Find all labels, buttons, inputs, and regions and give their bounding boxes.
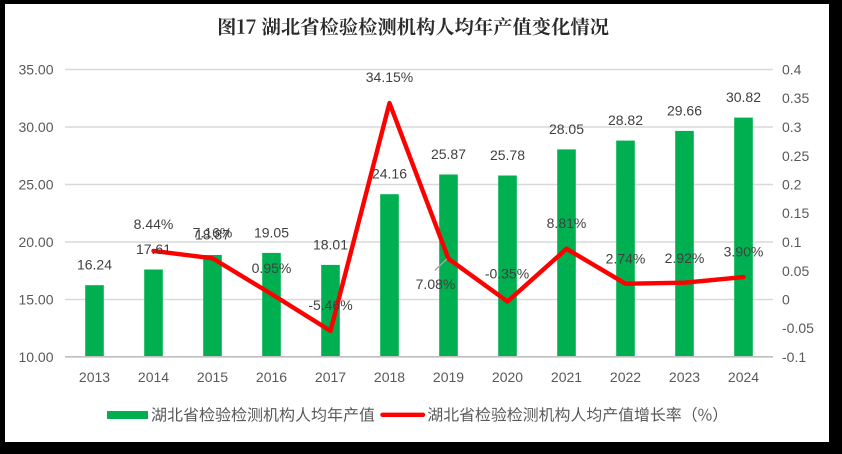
svg-text:30.00: 30.00 (18, 119, 53, 135)
svg-text:-0.35%: -0.35% (485, 266, 529, 282)
svg-text:15.00: 15.00 (18, 292, 53, 308)
svg-text:25.78: 25.78 (490, 147, 525, 163)
svg-text:2019: 2019 (433, 369, 464, 385)
svg-text:29.66: 29.66 (667, 102, 702, 118)
svg-text:28.05: 28.05 (549, 121, 584, 137)
svg-text:2015: 2015 (197, 369, 228, 385)
svg-text:0.1: 0.1 (782, 234, 802, 250)
svg-text:2016: 2016 (256, 369, 287, 385)
svg-text:0.95%: 0.95% (252, 260, 292, 276)
svg-text:10.00: 10.00 (18, 349, 53, 365)
svg-text:2020: 2020 (492, 369, 523, 385)
svg-text:16.24: 16.24 (77, 257, 112, 273)
svg-text:2.74%: 2.74% (606, 250, 646, 266)
svg-text:0.05: 0.05 (782, 263, 809, 279)
svg-text:3.90%: 3.90% (724, 244, 764, 260)
svg-text:25.87: 25.87 (431, 146, 466, 162)
svg-text:0.3: 0.3 (782, 119, 802, 135)
svg-text:19.05: 19.05 (254, 224, 289, 240)
svg-text:0.25: 0.25 (782, 148, 809, 164)
svg-text:17.61: 17.61 (136, 241, 171, 257)
svg-text:25.00: 25.00 (18, 177, 53, 193)
svg-text:0.35: 0.35 (782, 90, 809, 106)
svg-text:7.16%: 7.16% (193, 224, 233, 240)
svg-text:0.2: 0.2 (782, 177, 802, 193)
svg-text:0.4: 0.4 (782, 62, 802, 78)
svg-text:2022: 2022 (610, 369, 641, 385)
svg-text:20.00: 20.00 (18, 234, 53, 250)
svg-text:34.15%: 34.15% (366, 69, 413, 85)
svg-text:2018: 2018 (374, 369, 405, 385)
svg-text:8.81%: 8.81% (547, 215, 587, 231)
svg-text:2021: 2021 (551, 369, 582, 385)
svg-text:8.44%: 8.44% (134, 216, 174, 232)
svg-text:30.82: 30.82 (726, 89, 761, 105)
svg-text:2017: 2017 (315, 369, 346, 385)
svg-text:0: 0 (782, 292, 790, 308)
svg-text:2014: 2014 (138, 369, 169, 385)
svg-text:18.01: 18.01 (313, 236, 348, 252)
svg-text:24.16: 24.16 (372, 166, 407, 182)
svg-text:-0.05: -0.05 (782, 320, 814, 336)
svg-text:2013: 2013 (79, 369, 110, 385)
svg-text:18.87: 18.87 (195, 227, 230, 243)
svg-text:2.92%: 2.92% (665, 250, 705, 266)
svg-text:7.08%: 7.08% (416, 276, 456, 292)
svg-text:0.15: 0.15 (782, 205, 809, 221)
svg-text:28.82: 28.82 (608, 112, 643, 128)
svg-text:2023: 2023 (669, 369, 700, 385)
svg-text:35.00: 35.00 (18, 62, 53, 78)
svg-text:2024: 2024 (728, 369, 759, 385)
svg-text:-5.46%: -5.46% (308, 297, 352, 313)
svg-text:-0.1: -0.1 (782, 349, 806, 365)
